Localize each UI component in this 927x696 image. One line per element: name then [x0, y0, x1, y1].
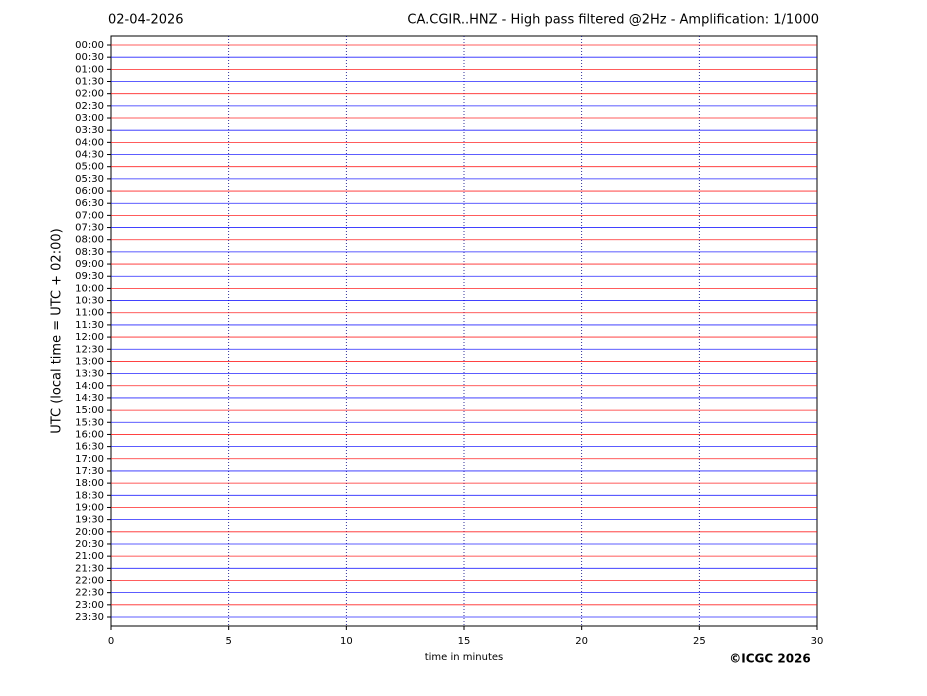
y-tick-label: 00:00: [75, 40, 104, 51]
y-tick-label: 01:30: [75, 77, 104, 88]
y-tick-label: 09:00: [75, 259, 104, 270]
y-tick-label: 18:30: [75, 490, 104, 501]
y-tick-label: 17:00: [75, 454, 104, 465]
y-tick-label: 14:30: [75, 393, 104, 404]
y-tick-label: 06:00: [75, 186, 104, 197]
x-tick-label: 10: [340, 636, 353, 647]
chart-date: 02-04-2026: [108, 13, 184, 28]
x-tick-label: 0: [108, 636, 114, 647]
y-tick-label: 03:30: [75, 125, 104, 136]
y-tick-label: 13:30: [75, 369, 104, 380]
y-tick-label: 20:00: [75, 527, 104, 538]
x-tick-label: 30: [811, 636, 824, 647]
y-tick-label: 02:30: [75, 101, 104, 112]
y-tick-label: 00:30: [75, 52, 104, 63]
y-tick-label: 23:00: [75, 600, 104, 611]
y-tick-label: 19:30: [75, 515, 104, 526]
y-tick-label: 17:30: [75, 466, 104, 477]
y-tick-label: 16:30: [75, 442, 104, 453]
y-tick-label: 22:30: [75, 588, 104, 599]
y-tick-label: 12:00: [75, 332, 104, 343]
y-tick-label: 07:00: [75, 210, 104, 221]
y-tick-label: 11:30: [75, 320, 104, 331]
y-tick-label: 22:00: [75, 575, 104, 586]
y-tick-label: 15:30: [75, 417, 104, 428]
y-tick-label: 13:00: [75, 356, 104, 367]
y-tick-label: 20:30: [75, 539, 104, 550]
y-tick-label: 03:00: [75, 113, 104, 124]
y-tick-label: 19:00: [75, 502, 104, 513]
y-tick-label: 02:00: [75, 89, 104, 100]
y-tick-label: 10:00: [75, 283, 104, 294]
y-tick-label: 04:00: [75, 137, 104, 148]
y-tick-label: 16:00: [75, 429, 104, 440]
y-tick-label: 11:00: [75, 308, 104, 319]
y-tick-label: 05:30: [75, 174, 104, 185]
y-tick-label: 08:00: [75, 235, 104, 246]
credit: ©ICGC 2026: [729, 652, 811, 666]
y-tick-label: 14:00: [75, 381, 104, 392]
y-tick-label: 01:00: [75, 64, 104, 75]
y-tick-label: 06:30: [75, 198, 104, 209]
x-axis-label: time in minutes: [425, 652, 504, 663]
x-tick-label: 5: [225, 636, 231, 647]
y-tick-label: 08:30: [75, 247, 104, 258]
chart-title: CA.CGIR..HNZ - High pass filtered @2Hz -…: [407, 13, 819, 28]
y-tick-label: 12:30: [75, 344, 104, 355]
y-tick-label: 09:30: [75, 271, 104, 282]
y-axis-label: UTC (local time = UTC + 02:00): [50, 228, 65, 433]
y-tick-label: 04:30: [75, 150, 104, 161]
y-tick-label: 07:30: [75, 223, 104, 234]
x-tick-label: 20: [575, 636, 588, 647]
x-tick-label: 15: [458, 636, 471, 647]
y-tick-label: 21:30: [75, 563, 104, 574]
y-tick-label: 21:00: [75, 551, 104, 562]
y-tick-label: 05:00: [75, 162, 104, 173]
y-tick-label: 18:00: [75, 478, 104, 489]
y-tick-label: 23:30: [75, 612, 104, 623]
y-tick-label: 15:00: [75, 405, 104, 416]
y-tick-label: 10:30: [75, 296, 104, 307]
x-tick-label: 25: [693, 636, 706, 647]
